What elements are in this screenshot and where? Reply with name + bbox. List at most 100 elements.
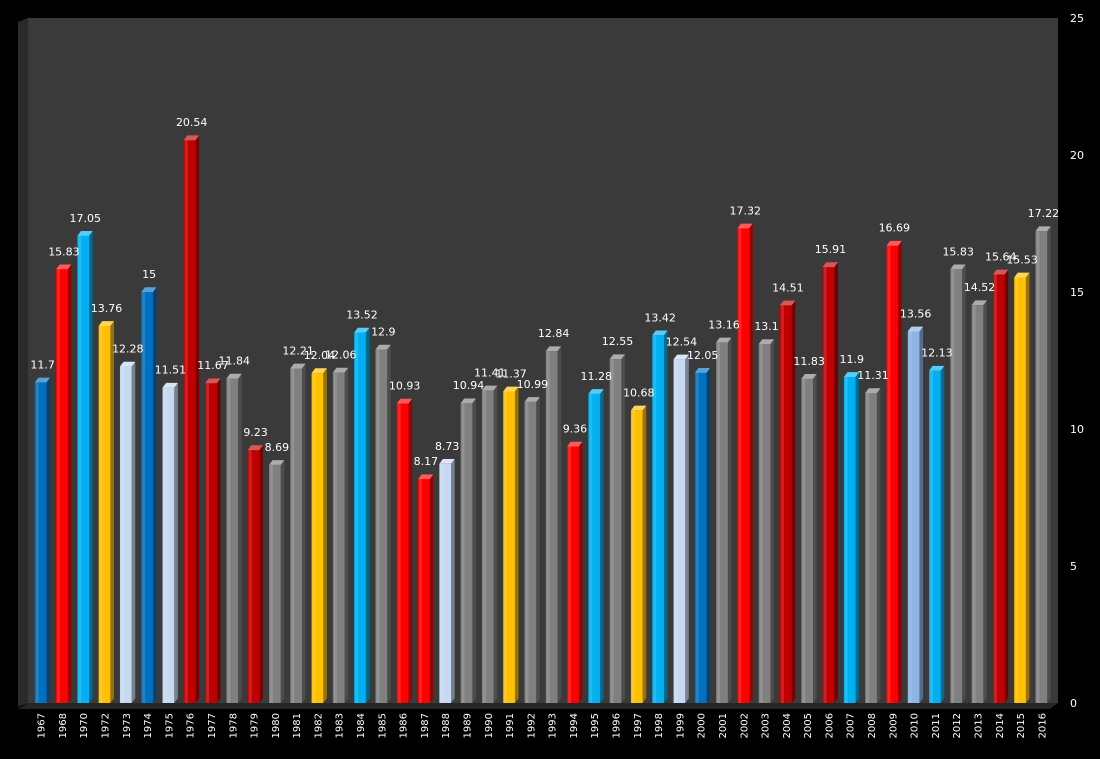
data-label: 15.64 <box>985 250 1017 263</box>
bar-top <box>567 441 583 447</box>
x-tick-label: 2016 <box>1037 713 1048 738</box>
bar-front <box>226 378 239 703</box>
bar-highlight <box>184 140 188 704</box>
bar-front <box>694 372 707 703</box>
x-tick-label: 1989 <box>462 713 473 738</box>
bar-side <box>238 373 242 703</box>
bar-side <box>621 354 625 703</box>
bar-top <box>183 135 200 141</box>
data-label: 15.91 <box>815 243 847 256</box>
bar-side <box>855 372 860 703</box>
x-tick-label: 2012 <box>952 713 963 738</box>
bar-top <box>503 386 519 392</box>
bar-front <box>34 382 47 703</box>
data-label: 10.99 <box>517 378 549 391</box>
bar-side <box>451 458 455 703</box>
bar-top <box>865 388 881 394</box>
bar-highlight <box>695 372 699 703</box>
x-tick-label: 2006 <box>824 713 835 738</box>
bar-highlight <box>823 267 827 703</box>
bar-top <box>77 231 93 236</box>
bar-top <box>98 321 114 326</box>
data-label: 15.83 <box>48 245 80 258</box>
bar-side <box>344 367 349 703</box>
x-tick-label: 1994 <box>569 713 580 738</box>
bar-side <box>600 389 604 703</box>
bar-highlight <box>355 332 359 703</box>
x-tick-label: 1982 <box>313 713 324 738</box>
bar-top <box>162 382 178 388</box>
x-tick-label: 1972 <box>101 713 112 738</box>
bar-front <box>1014 277 1026 703</box>
data-label: 12.06 <box>325 349 357 362</box>
data-label: 12.55 <box>602 335 634 348</box>
data-label: 11.7 <box>30 358 55 371</box>
bar-front <box>907 331 920 703</box>
bar-top <box>822 262 838 268</box>
bar-top <box>268 460 285 465</box>
bar-top <box>758 339 775 345</box>
bar-side <box>962 264 966 703</box>
data-label: 12.21 <box>282 344 314 357</box>
data-label: 12.05 <box>687 349 719 362</box>
bar-side <box>323 368 327 703</box>
bar <box>673 354 689 703</box>
bar-front <box>119 366 132 703</box>
bar-top <box>716 337 732 343</box>
bar-side <box>663 330 668 703</box>
bar-top <box>56 264 72 270</box>
x-tick-label: 1998 <box>654 713 665 738</box>
bar-front <box>609 359 622 703</box>
data-label: 13.76 <box>91 302 123 315</box>
bar-front <box>865 393 877 703</box>
x-tick-label: 2005 <box>803 713 814 738</box>
data-label: 11.9 <box>839 353 864 366</box>
bar-side <box>791 300 796 703</box>
bar <box>567 441 583 703</box>
data-label: 13.52 <box>346 309 378 322</box>
bar-front <box>567 446 579 703</box>
bar <box>609 354 625 703</box>
bar-top <box>886 240 902 246</box>
bar-front <box>354 332 366 703</box>
bar-top <box>290 363 306 369</box>
data-label: 12.28 <box>112 343 144 356</box>
bar-highlight <box>206 383 210 703</box>
bar-front <box>183 140 196 704</box>
bar-side <box>727 337 732 703</box>
x-tick-label: 2000 <box>697 713 708 738</box>
bar-highlight <box>951 269 955 703</box>
bar-side <box>131 361 136 703</box>
data-label: 16.69 <box>879 222 911 235</box>
bar-highlight <box>1015 277 1019 703</box>
bar-highlight <box>376 349 380 703</box>
x-tick-label: 2009 <box>888 713 899 738</box>
bar-front <box>758 344 771 703</box>
data-label: 15.83 <box>942 245 974 258</box>
bar-top <box>396 398 413 404</box>
bar-front <box>77 235 90 703</box>
bar <box>971 300 987 703</box>
data-label: 12.04 <box>304 349 336 362</box>
x-tick-label: 2011 <box>931 713 942 738</box>
bar-side <box>408 398 413 703</box>
bar-highlight <box>35 382 39 703</box>
bar <box>119 361 136 703</box>
data-label: 20.54 <box>176 116 208 129</box>
y-tick-label: 10 <box>1070 423 1084 436</box>
bar-side <box>834 262 838 703</box>
bar-top <box>247 445 264 451</box>
bar-top <box>119 361 136 367</box>
bar-highlight <box>419 479 422 703</box>
bar-front <box>98 325 111 703</box>
bar <box>439 458 455 703</box>
bar-top <box>673 354 689 360</box>
bar-front <box>822 267 835 703</box>
bar-top <box>992 269 1009 275</box>
data-label: 12.84 <box>538 327 570 340</box>
bar-highlight <box>780 305 784 703</box>
bar-side <box>493 385 498 703</box>
bar-side <box>898 240 902 704</box>
x-tick-label: 1980 <box>271 713 282 738</box>
data-label: 11.28 <box>580 370 612 383</box>
